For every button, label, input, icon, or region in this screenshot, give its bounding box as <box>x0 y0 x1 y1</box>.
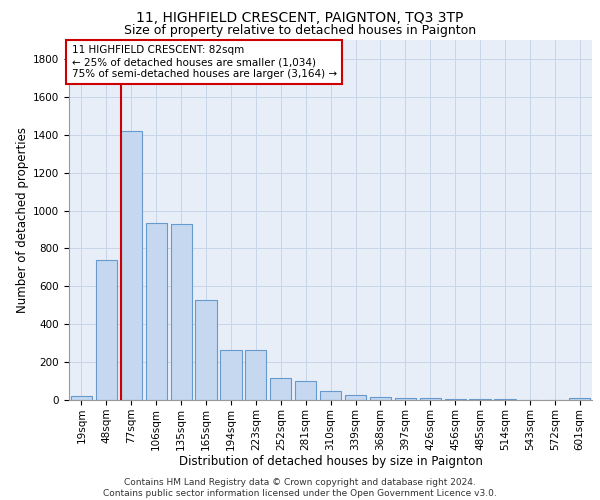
Bar <box>270 378 292 400</box>
Bar <box>445 398 466 400</box>
Bar <box>170 224 192 400</box>
Bar <box>245 350 266 400</box>
Y-axis label: Number of detached properties: Number of detached properties <box>16 127 29 313</box>
Text: 11 HIGHFIELD CRESCENT: 82sqm
← 25% of detached houses are smaller (1,034)
75% of: 11 HIGHFIELD CRESCENT: 82sqm ← 25% of de… <box>71 46 337 78</box>
Bar <box>345 394 366 400</box>
Bar <box>71 396 92 400</box>
Bar <box>469 399 491 400</box>
Bar <box>419 398 441 400</box>
Bar <box>96 260 117 400</box>
Bar <box>569 398 590 400</box>
Text: 11, HIGHFIELD CRESCENT, PAIGNTON, TQ3 3TP: 11, HIGHFIELD CRESCENT, PAIGNTON, TQ3 3T… <box>136 11 464 25</box>
Bar <box>395 398 416 400</box>
Bar <box>220 350 242 400</box>
Bar <box>370 396 391 400</box>
Bar <box>295 381 316 400</box>
X-axis label: Distribution of detached houses by size in Paignton: Distribution of detached houses by size … <box>179 456 482 468</box>
Text: Size of property relative to detached houses in Paignton: Size of property relative to detached ho… <box>124 24 476 37</box>
Bar <box>320 391 341 400</box>
Text: Contains HM Land Registry data © Crown copyright and database right 2024.
Contai: Contains HM Land Registry data © Crown c… <box>103 478 497 498</box>
Bar <box>121 131 142 400</box>
Bar <box>196 300 217 400</box>
Bar <box>146 223 167 400</box>
